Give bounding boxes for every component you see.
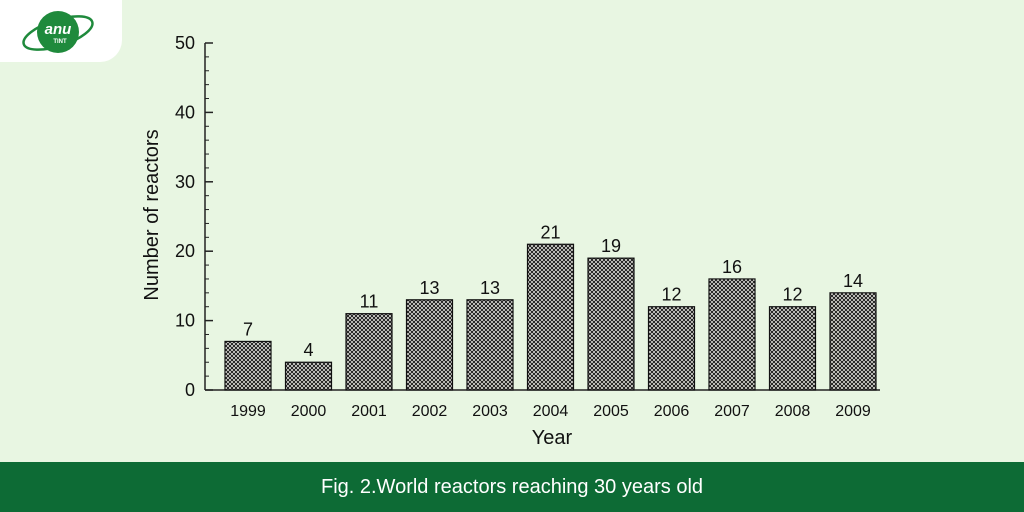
bar-value-label: 4	[303, 340, 313, 360]
bar-2008	[768, 306, 817, 391]
x-tick-label: 2008	[775, 403, 811, 420]
bar-2000	[284, 361, 333, 391]
logo-text-top: anu	[45, 21, 72, 38]
x-tick-label: 1999	[230, 403, 266, 420]
x-tick-label: 2001	[351, 403, 387, 420]
bar-value-label: 13	[480, 278, 500, 298]
y-tick-label: 50	[175, 33, 195, 53]
bar-2001	[345, 313, 393, 391]
bars: 7 4 11 13 13 21 19 12 16 12 14	[224, 222, 877, 391]
bar-value-label: 16	[722, 257, 742, 277]
chart-svg: 0 10 20 30 40 50 1999 2000 2001 2002 2003 2004 2005…	[141, 33, 880, 449]
x-tick-label: 2005	[593, 403, 629, 420]
bar-value-label: 11	[360, 292, 379, 312]
y-tick-label: 0	[185, 380, 195, 400]
x-axis: 1999 2000 2001 2002 2003 2004 2005 2006 2007 2008…	[205, 389, 880, 420]
bar-value-label: 13	[419, 278, 439, 298]
brand-logo[interactable]: anu TINT	[0, 0, 122, 62]
x-tick-label: 2004	[533, 403, 569, 420]
bar-value-label: 7	[243, 319, 253, 339]
bar-2004	[526, 243, 575, 391]
bar-value-label: 14	[843, 271, 863, 291]
y-tick-label: 30	[175, 172, 195, 192]
bar-2003	[466, 299, 514, 391]
bar-value-label: 19	[601, 236, 621, 256]
logo-text-bottom: TINT	[53, 39, 67, 45]
bar-value-label: 12	[661, 285, 681, 305]
y-axis: 0 10 20 30 40 50	[175, 33, 213, 400]
bar-value-label: 21	[540, 222, 560, 242]
x-tick-label: 2000	[291, 403, 327, 420]
bar-chart: 0 10 20 30 40 50 1999 2000 2001 2002 2003 2004 2005…	[141, 33, 880, 449]
caption-bar: Fig. 2.World reactors reaching 30 years …	[0, 462, 1024, 512]
bar-1999	[224, 340, 272, 391]
bar-2007	[708, 278, 756, 391]
bar-2009	[829, 292, 877, 391]
x-tick-label: 2006	[654, 403, 690, 420]
x-tick-label: 2002	[412, 403, 448, 420]
bar-2002	[405, 299, 454, 391]
y-tick-label: 20	[175, 241, 195, 261]
x-tick-label: 2003	[472, 403, 508, 420]
bar-2006	[647, 306, 696, 391]
bar-2005	[587, 257, 635, 391]
y-tick-label: 10	[175, 311, 195, 331]
bar-value-label: 12	[782, 285, 802, 305]
y-tick-label: 40	[175, 102, 195, 122]
x-axis-label: Year	[532, 427, 573, 449]
x-tick-label: 2007	[714, 403, 750, 420]
y-axis-label: Number of reactors	[141, 129, 163, 300]
figure-caption: Fig. 2.World reactors reaching 30 years …	[320, 475, 704, 498]
anu-tint-logo: anu TINT	[22, 11, 94, 53]
x-tick-label: 2009	[835, 403, 871, 420]
